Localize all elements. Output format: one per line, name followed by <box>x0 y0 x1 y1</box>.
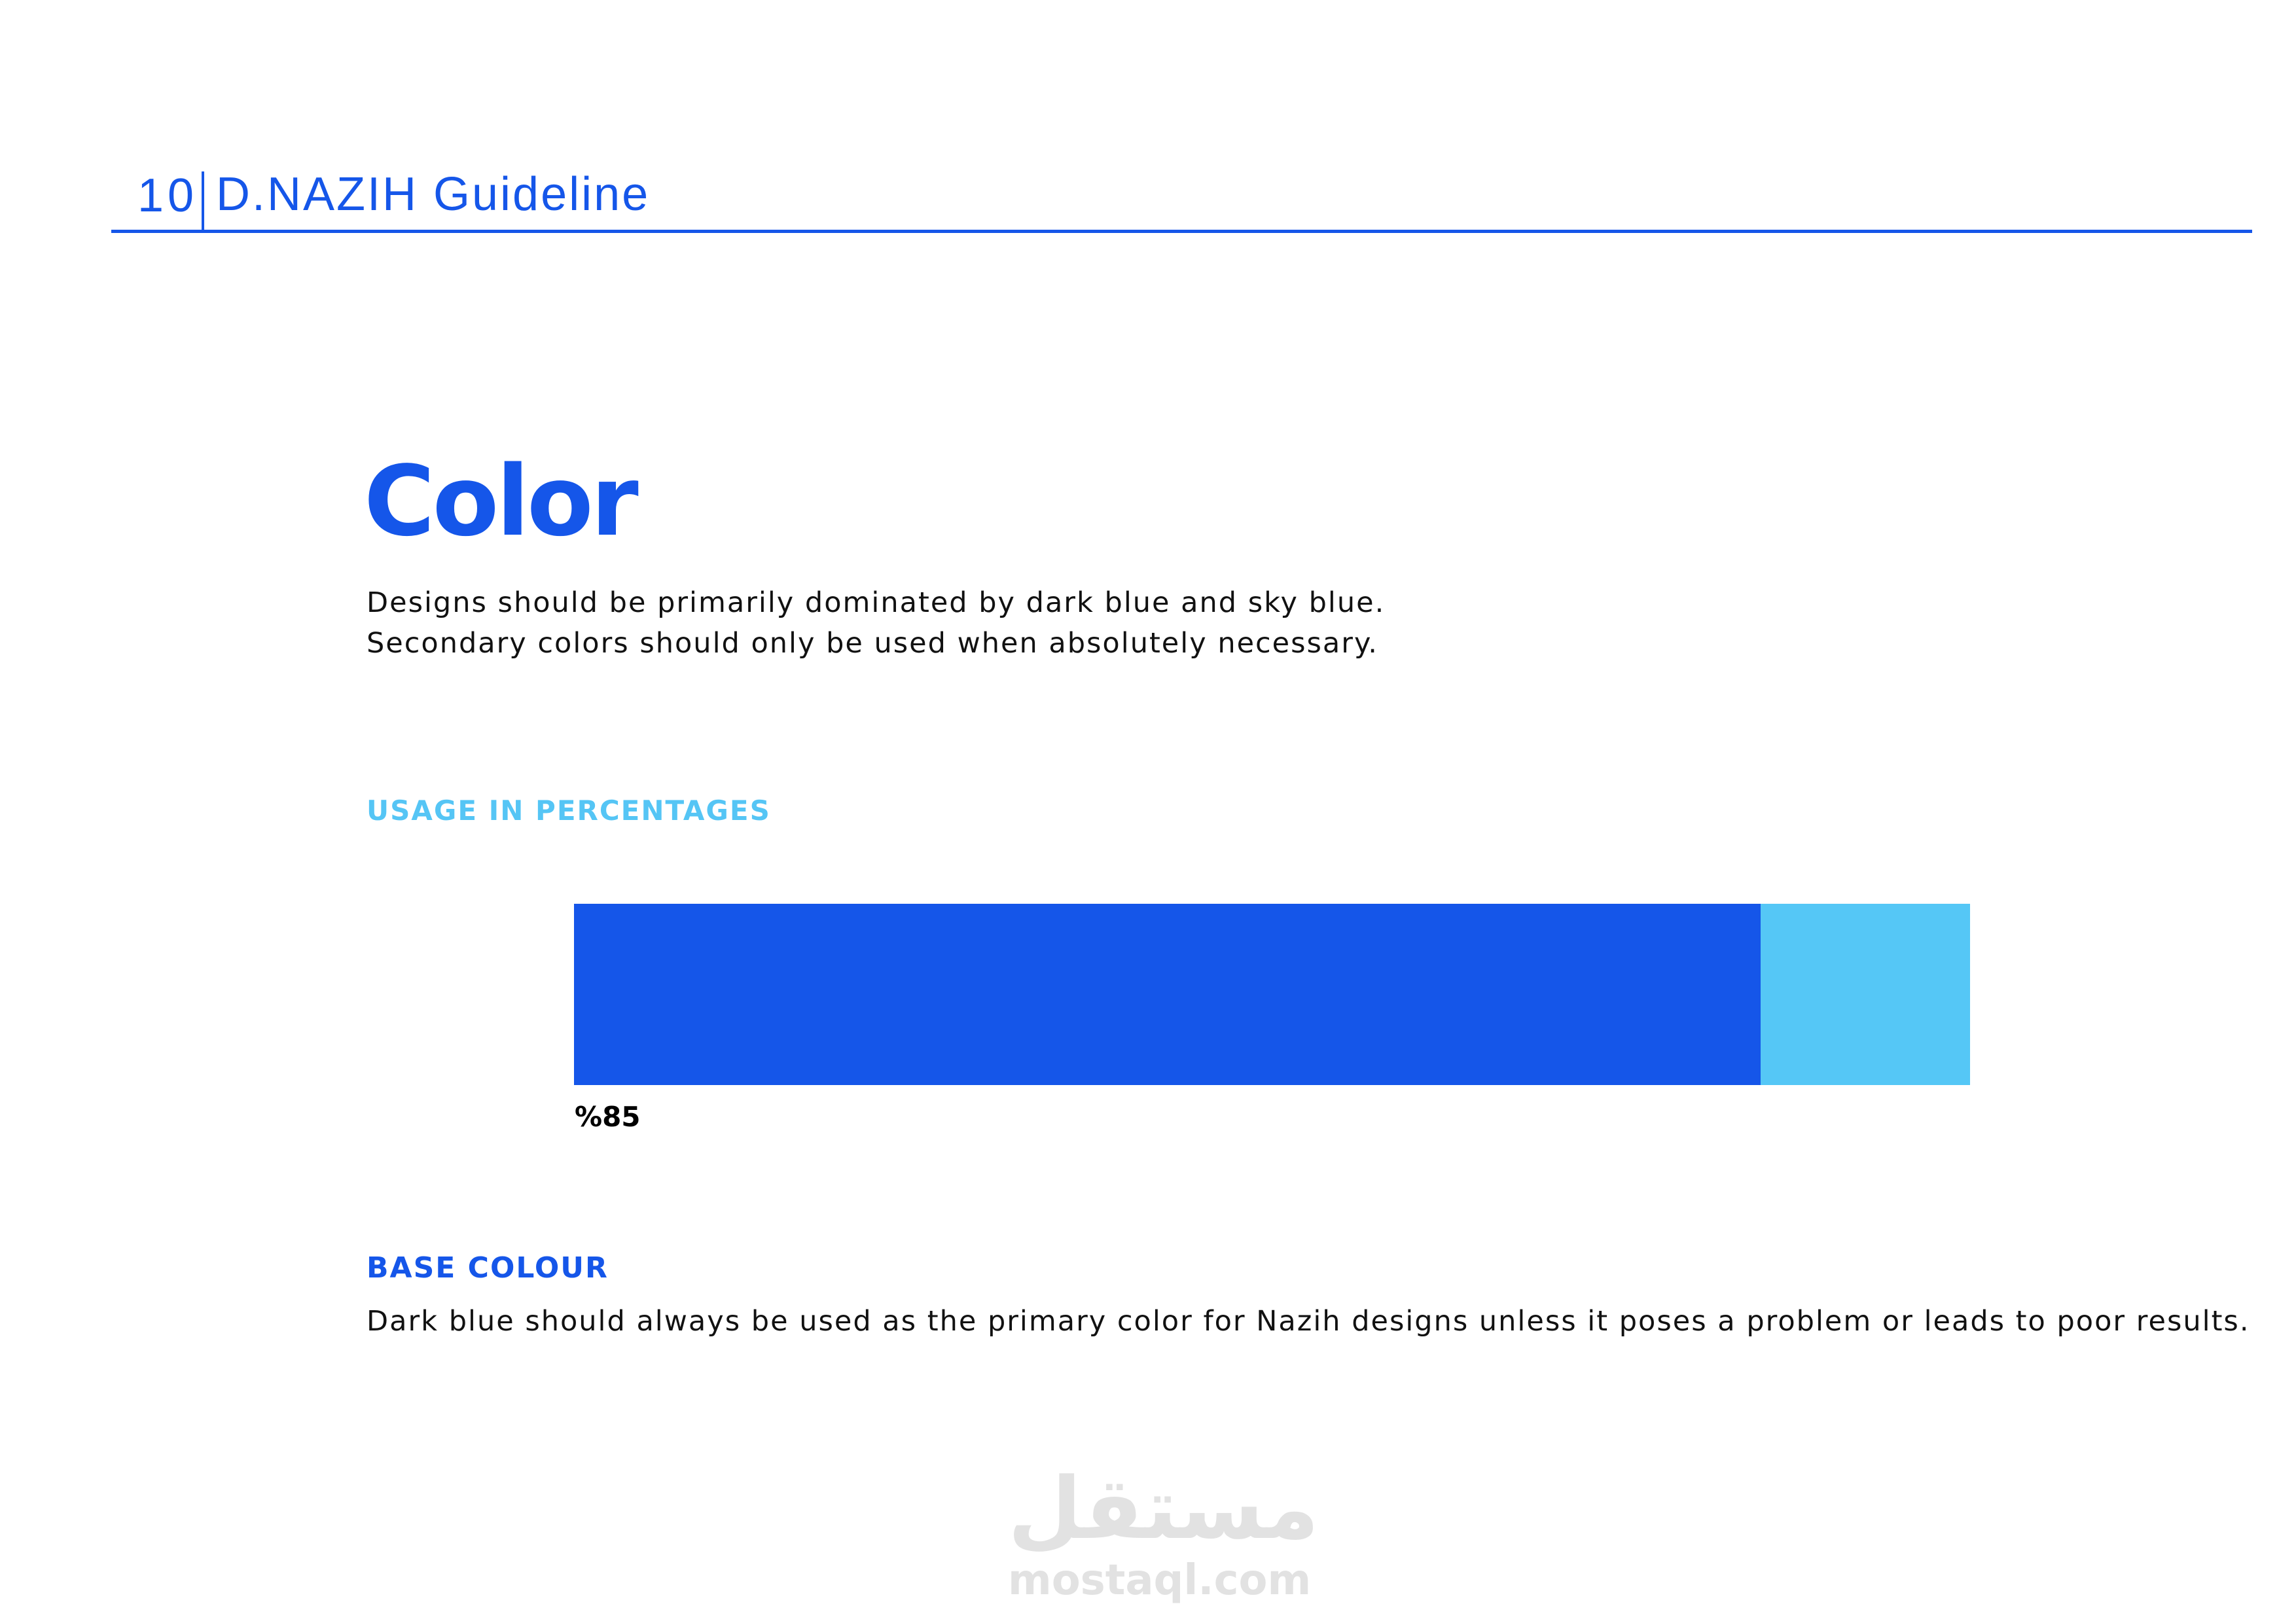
usage-bar <box>574 904 1970 1085</box>
base-colour-text: Dark blue should always be used as the p… <box>367 1305 2250 1338</box>
usage-percent-label: %85 <box>575 1101 641 1133</box>
usage-bar-sky-blue <box>1761 904 1970 1085</box>
header-rule <box>111 230 2252 233</box>
header-divider <box>202 171 204 232</box>
document-title: D.NAZIH Guideline <box>216 168 651 221</box>
intro-line-2: Secondary colors should only be used whe… <box>367 627 1378 660</box>
watermark-logo: مستقل mostaql.com <box>1008 1459 1319 1605</box>
usage-bar-dark-blue <box>574 904 1761 1085</box>
page-number: 10 <box>137 169 198 222</box>
intro-line-1: Designs should be primarily dominated by… <box>367 586 1386 619</box>
page-title: Color <box>364 445 639 558</box>
base-colour-label: BASE COLOUR <box>367 1251 609 1285</box>
watermark-latin: mostaql.com <box>1008 1556 1312 1605</box>
usage-section-label: USAGE IN PERCENTAGES <box>367 794 771 827</box>
watermark-arabic: مستقل <box>1008 1459 1319 1558</box>
